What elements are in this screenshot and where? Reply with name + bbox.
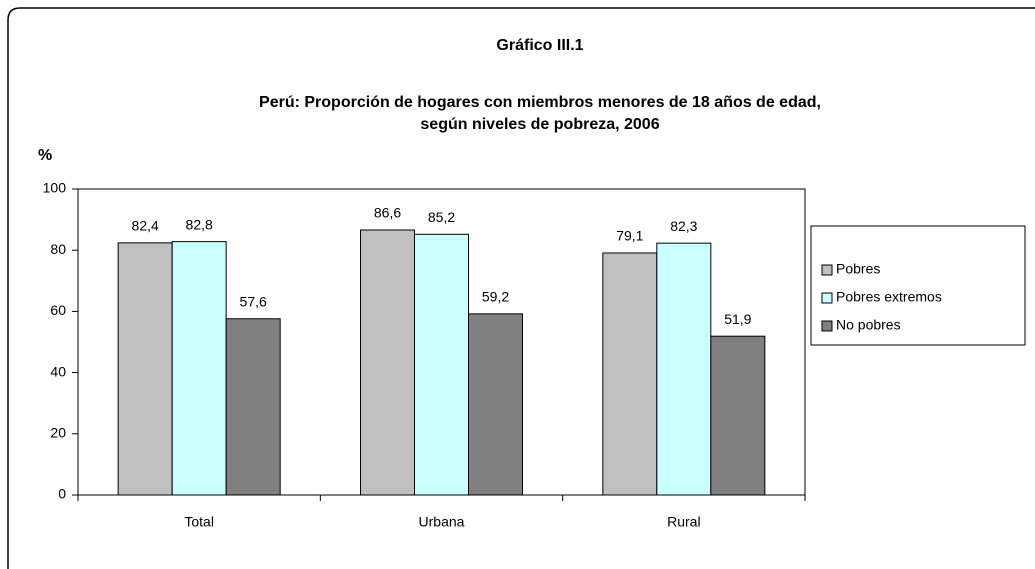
- x-tick-label: Urbana: [419, 514, 465, 530]
- value-label: 86,6: [374, 205, 401, 221]
- bar: [225, 318, 281, 496]
- bar: [171, 241, 227, 496]
- legend: [810, 225, 1026, 346]
- x-tick-label: Rural: [667, 514, 700, 530]
- x-tick-label: Total: [184, 514, 214, 530]
- bar: [468, 313, 523, 496]
- y-tick-label: 20: [50, 425, 66, 441]
- y-tick-label: 60: [50, 302, 66, 318]
- bar: [656, 242, 712, 496]
- frame: [7, 7, 1035, 569]
- chart-subtitle: Perú: Proporción de hogares con miembros…: [259, 94, 821, 111]
- y-tick-label: 0: [58, 486, 66, 502]
- value-label: 85,2: [428, 209, 455, 225]
- legend-swatch: [821, 320, 833, 332]
- value-label: 59,2: [482, 289, 509, 305]
- value-label: 82,3: [670, 218, 697, 234]
- chart-title: Gráfico III.1: [496, 37, 583, 54]
- chart-subtitle: según niveles de pobreza, 2006: [420, 116, 659, 133]
- y-tick-label: 80: [50, 241, 66, 257]
- value-label: 57,6: [240, 293, 267, 309]
- legend-label: No pobres: [836, 317, 901, 333]
- value-label: 51,9: [724, 311, 751, 327]
- legend-label: Pobres: [836, 261, 880, 277]
- bar: [710, 335, 766, 496]
- legend-swatch: [821, 264, 833, 276]
- legend-label: Pobres extremos: [836, 289, 942, 305]
- bar: [117, 242, 173, 496]
- legend-swatch: [821, 292, 833, 304]
- value-label: 79,1: [616, 228, 643, 244]
- value-label: 82,8: [186, 216, 213, 232]
- bar: [414, 233, 469, 496]
- bar: [360, 229, 415, 496]
- y-tick-label: 40: [50, 363, 66, 379]
- value-label: 82,4: [132, 218, 159, 234]
- bar: [602, 252, 658, 496]
- y-tick-label: 100: [43, 180, 67, 196]
- y-axis-label: %: [38, 147, 52, 164]
